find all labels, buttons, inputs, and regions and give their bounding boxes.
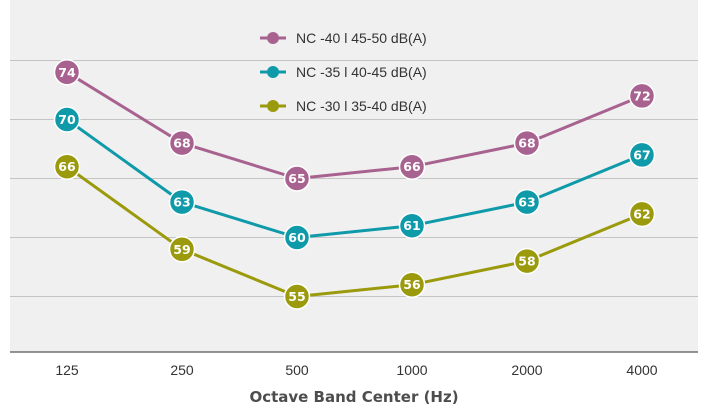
data-point [628,141,656,169]
data-point [283,224,311,251]
data-label: 66 [403,159,421,174]
series: 66 59 55 56 58 62 [53,153,656,310]
data-label: 74 [58,65,76,80]
legend-item: NC -40 l 45-50 dB(A) [260,30,427,46]
series: 74 68 65 66 68 72 [53,59,656,192]
x-tick-label: 2000 [511,362,542,378]
data-label: 67 [633,147,650,162]
legend-marker [267,66,279,78]
legend-marker [267,32,279,44]
data-label: 65 [288,171,305,186]
series-line [66,165,643,298]
data-point [398,271,426,298]
data-point [513,188,541,216]
plot-area [10,0,698,352]
data-point [628,200,656,228]
x-tick-label: 250 [170,362,194,378]
data-point [398,212,426,239]
x-tick-label: 4000 [626,362,657,378]
data-label: 60 [288,230,306,245]
legend-label: NC -30 l 35-40 dB(A) [296,98,427,114]
legend-marker [267,100,279,112]
legend-item: NC -30 l 35-40 dB(A) [260,98,427,114]
data-point [53,153,81,180]
x-tick-label: 500 [285,362,309,378]
data-label: 68 [173,136,190,151]
data-point [283,165,311,192]
data-label: 56 [403,277,421,292]
legend-label: NC -35 l 40-45 dB(A) [296,64,427,80]
data-point [283,283,311,310]
data-label: 72 [633,88,650,103]
data-point [628,82,656,110]
series: 70 63 60 61 63 67 [53,106,656,251]
legend: NC -40 l 45-50 dB(A) NC -35 l 40-45 dB(A)… [260,30,427,114]
data-label: 59 [173,242,190,257]
x-tick-label: 1000 [396,362,427,378]
data-label: 61 [403,218,420,233]
series-line [66,71,643,180]
data-label: 63 [173,195,190,210]
x-tick-label: 125 [55,362,79,378]
legend-item: NC -35 l 40-45 dB(A) [260,64,427,80]
x-tick-labels: 125 250 500 1000 2000 4000 [55,362,657,378]
data-point [168,188,196,216]
data-point [53,59,81,86]
legend-label: NC -40 l 45-50 dB(A) [296,30,427,46]
x-axis-title: Octave Band Center (Hz) [249,388,458,406]
data-label: 62 [633,206,650,221]
series-line [66,118,643,239]
data-point [168,129,196,157]
data-label: 63 [518,195,535,210]
data-label: 66 [58,159,76,174]
data-point [513,129,541,157]
series-group: 74 68 65 66 68 72 70 63 60 61 63 67 66 59 55 56 58 62 [53,59,656,310]
data-point [168,236,196,263]
data-point [513,247,541,275]
data-point [398,153,426,180]
data-point [53,106,81,133]
data-label: 55 [288,289,305,304]
data-label: 68 [518,136,535,151]
data-label: 58 [518,254,535,269]
data-label: 70 [58,112,76,127]
